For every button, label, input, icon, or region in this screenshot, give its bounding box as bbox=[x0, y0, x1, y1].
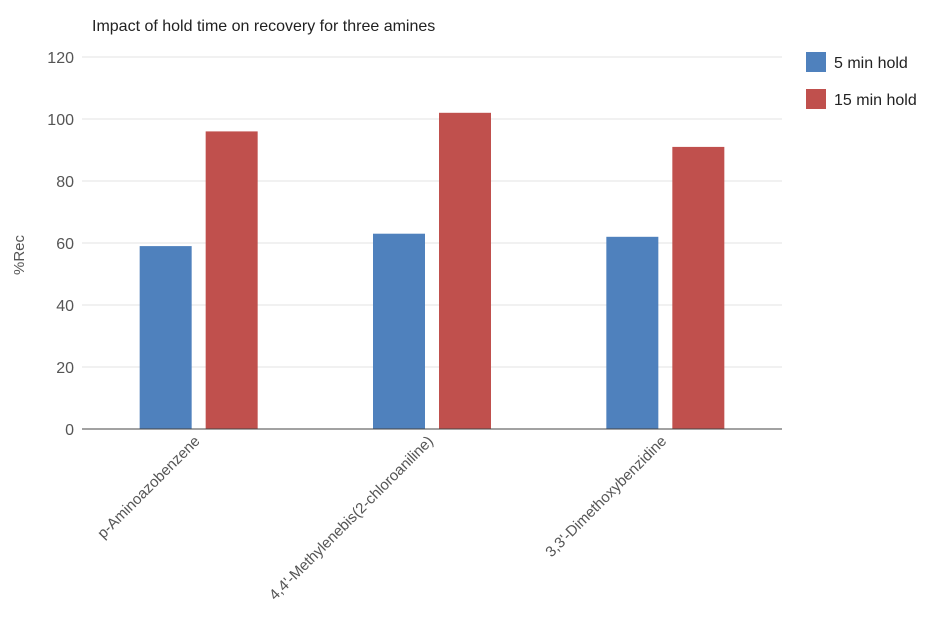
legend: 5 min hold 15 min hold bbox=[806, 52, 917, 109]
legend-swatch bbox=[806, 89, 826, 109]
y-tick-label: 60 bbox=[56, 236, 74, 253]
legend-label: 15 min hold bbox=[834, 92, 917, 109]
bar-5min-2 bbox=[373, 233, 425, 429]
bar-15min-1 bbox=[205, 131, 258, 429]
y-tick-label: 20 bbox=[56, 360, 74, 377]
y-tick-label: 40 bbox=[56, 298, 74, 315]
x-category-label: p-Aminoazobenzene bbox=[94, 433, 203, 542]
chart-title: Impact of hold time on recovery for thre… bbox=[92, 18, 435, 35]
legend-label: 5 min hold bbox=[834, 55, 908, 72]
x-category-label: 4,4'-Methylenebis(2-chloroaniline) bbox=[266, 433, 437, 604]
bar-5min-1 bbox=[139, 246, 192, 429]
legend-swatch bbox=[806, 52, 826, 72]
gridlines bbox=[82, 56, 782, 368]
y-tick-label: 120 bbox=[47, 50, 74, 67]
y-tick-label: 100 bbox=[47, 112, 74, 129]
y-axis-ticks: 0 20 40 60 80 100 120 bbox=[47, 50, 74, 439]
bar-15min-2 bbox=[439, 112, 491, 430]
y-tick-label: 80 bbox=[56, 174, 74, 191]
x-category-label: 3,3'-Dimethoxybenzidine bbox=[542, 433, 670, 561]
x-axis-categories: p-Aminoazobenzene 4,4'-Methylenebis(2-chl… bbox=[94, 433, 670, 604]
bars bbox=[139, 112, 725, 430]
y-tick-label: 0 bbox=[65, 422, 74, 439]
bar-5min-3 bbox=[606, 236, 659, 429]
y-axis-label: %Rec bbox=[11, 234, 28, 275]
bar-15min-3 bbox=[672, 146, 725, 429]
